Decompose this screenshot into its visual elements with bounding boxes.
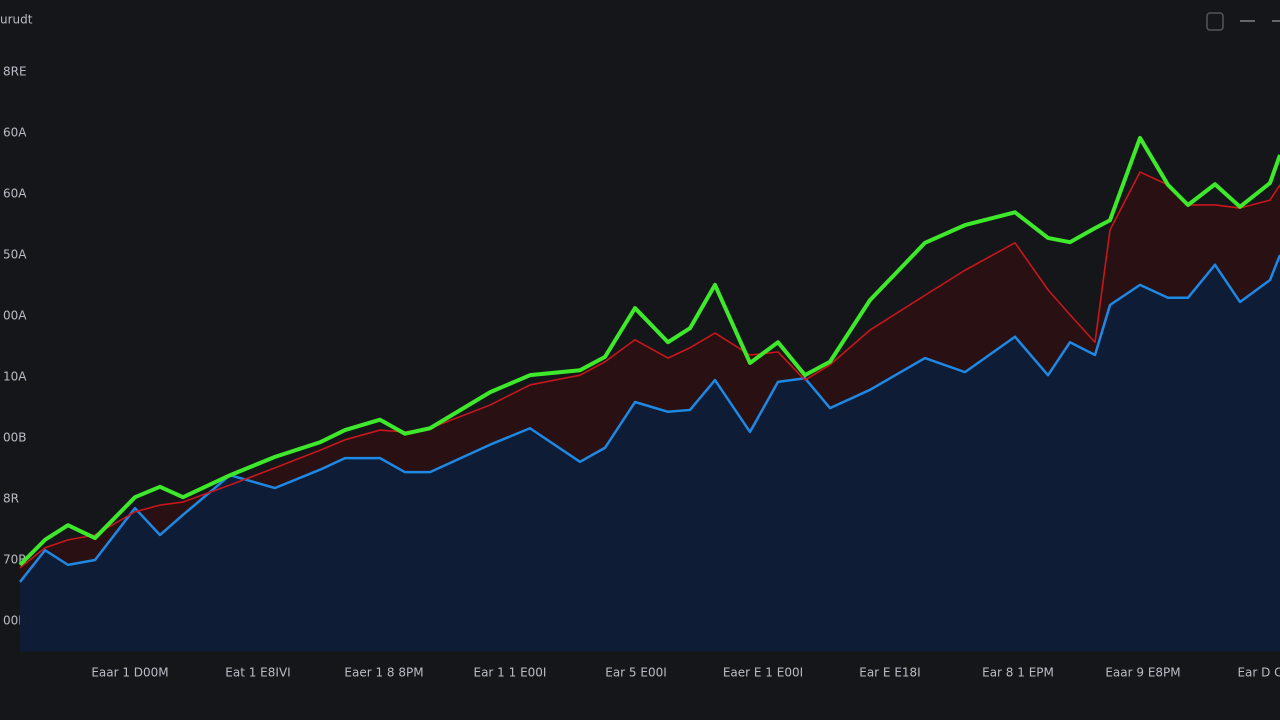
chart-title: urudt bbox=[0, 13, 33, 27]
y-tick-label: 00A bbox=[3, 309, 27, 323]
x-tick-label: Ear 1 1 E00I bbox=[474, 666, 547, 680]
y-tick-label: 60A bbox=[3, 187, 27, 201]
series-line bbox=[18, 135, 1280, 567]
y-tick-label: 8RE bbox=[3, 65, 27, 79]
y-tick-label: 00B bbox=[3, 431, 27, 445]
x-tick-label: Ear E E18I bbox=[859, 666, 920, 680]
x-tick-label: Ear 8 1 EPM bbox=[982, 666, 1054, 680]
y-tick-label: 8R bbox=[3, 492, 19, 506]
x-tick-label: Eaer 1 8 8PM bbox=[344, 666, 423, 680]
x-tick-label: Eat 1 E8IVI bbox=[225, 666, 290, 680]
y-tick-label: 10A bbox=[3, 370, 27, 384]
x-tick-label: Eaar 9 E8PM bbox=[1105, 666, 1180, 680]
series-line bbox=[19, 171, 1280, 569]
y-tick-label: 60A bbox=[3, 126, 27, 140]
window-icon[interactable] bbox=[1206, 12, 1224, 31]
x-tick-label: Eaar 1 D00M bbox=[91, 666, 168, 680]
series-line bbox=[19, 254, 1280, 583]
x-tick-label: Ear D C bbox=[1237, 666, 1280, 680]
x-tick-label: Ear 5 E00I bbox=[605, 666, 667, 680]
area-fill bbox=[20, 255, 1280, 652]
y-tick-label: 50A bbox=[3, 248, 27, 262]
x-tick-label: Eaer E 1 E00I bbox=[723, 666, 803, 680]
